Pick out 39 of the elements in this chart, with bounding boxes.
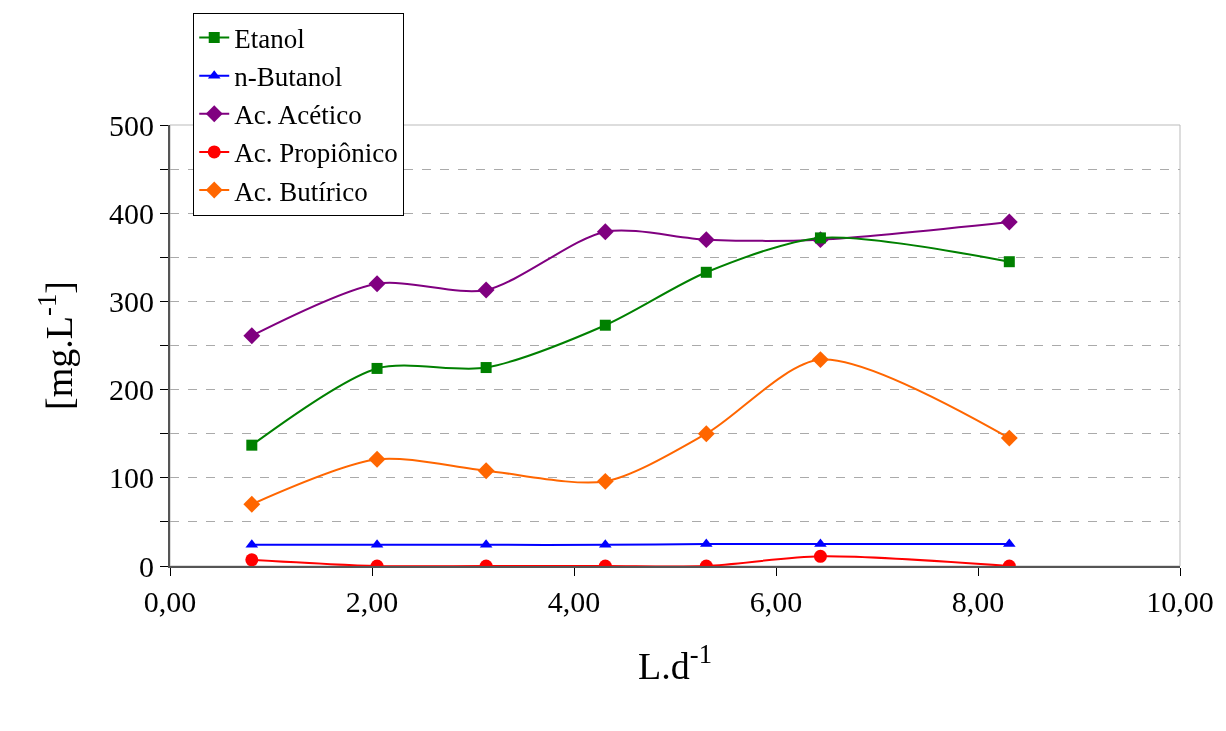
y-tick-label: 200 — [109, 373, 154, 407]
point — [599, 319, 611, 331]
point — [246, 439, 258, 451]
x-axis-title: L.d$^{-1}$ — [638, 638, 712, 687]
point — [596, 223, 614, 241]
legend-label: Ac. Acético — [234, 100, 362, 131]
y-tick-label: 300 — [109, 284, 154, 318]
point — [1000, 429, 1018, 447]
x-tick-label: 2,00 — [345, 585, 399, 618]
point — [243, 495, 261, 513]
point — [245, 553, 259, 566]
point — [368, 275, 386, 293]
y-tick-label: 0 — [139, 549, 154, 583]
point — [477, 462, 495, 480]
x-tick-label: 10,00 — [1146, 585, 1214, 618]
y-tick-label: 500 — [109, 108, 154, 142]
y-tick-label: 400 — [109, 196, 154, 230]
point — [700, 266, 712, 278]
legend-label: n-Butanol — [234, 62, 343, 93]
point — [596, 472, 614, 490]
point — [477, 281, 495, 299]
point — [697, 425, 715, 443]
point — [1003, 256, 1015, 268]
point — [1000, 213, 1018, 231]
point — [697, 231, 715, 249]
point — [811, 351, 829, 369]
x-tick-label: 0,00 — [143, 585, 197, 618]
point — [371, 362, 383, 374]
point — [368, 450, 386, 468]
legend-label: Etanol — [234, 24, 305, 55]
y-tick-label: 100 — [109, 461, 154, 495]
legend-label: Ac. Propiônico — [234, 138, 398, 169]
x-tick-label: 4,00 — [547, 585, 601, 618]
point — [813, 549, 827, 563]
point — [480, 362, 492, 374]
x-tick-label: 6,00 — [749, 585, 803, 618]
point — [243, 327, 261, 345]
x-tick-label: 8,00 — [951, 585, 1005, 618]
legend-label: Ac. Butírico — [234, 176, 368, 207]
